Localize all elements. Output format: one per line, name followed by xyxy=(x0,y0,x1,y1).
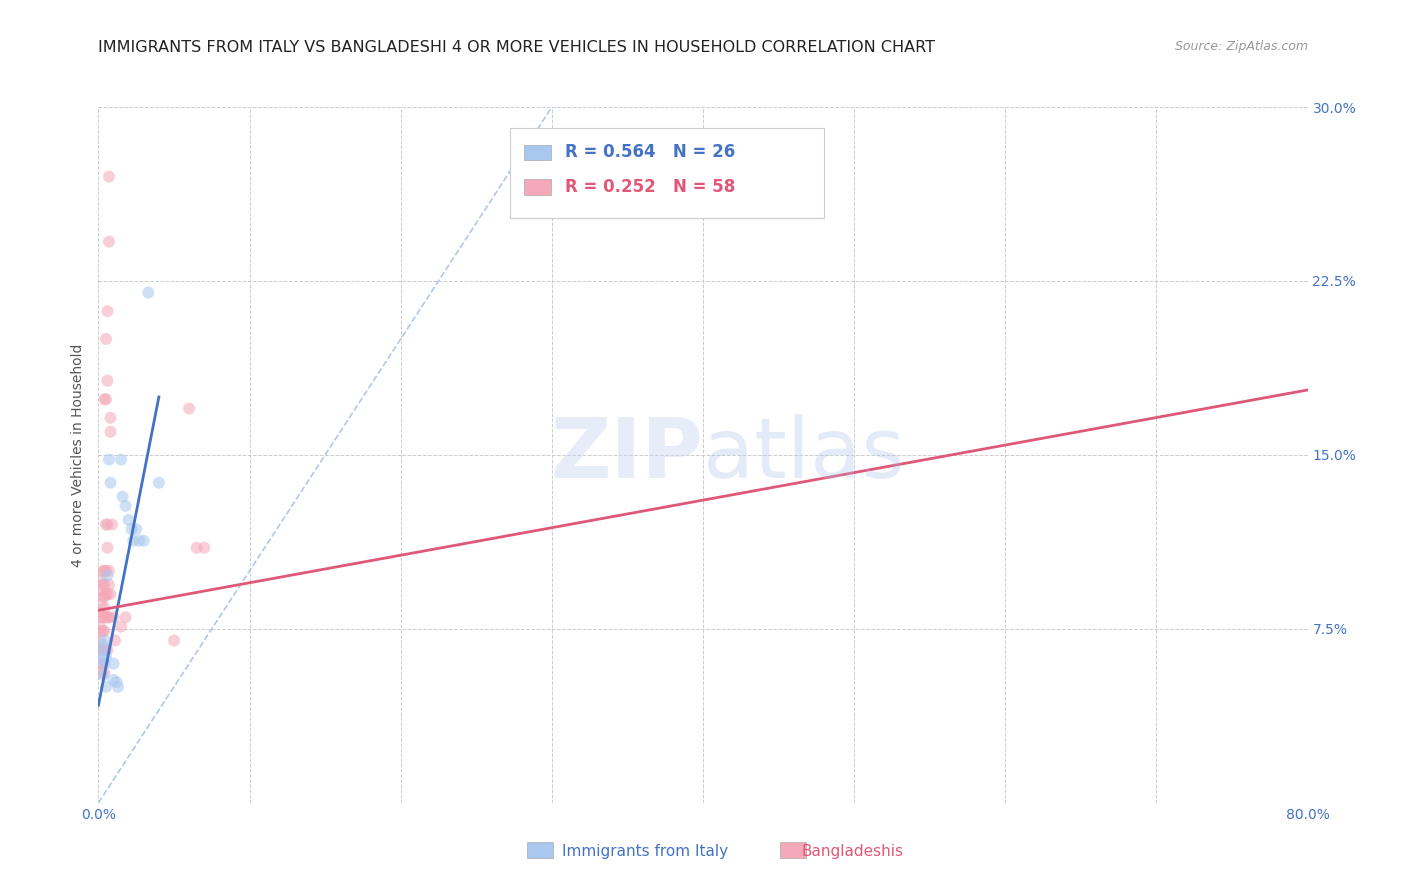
Point xyxy=(110,452,132,467)
Point xyxy=(94,564,117,578)
Point xyxy=(93,624,115,639)
Point xyxy=(110,619,132,633)
Point xyxy=(105,675,128,690)
Text: R = 0.252   N = 58: R = 0.252 N = 58 xyxy=(565,178,735,196)
Point xyxy=(103,610,125,624)
Point xyxy=(91,638,114,652)
Y-axis label: 4 or more Vehicles in Household: 4 or more Vehicles in Household xyxy=(72,343,86,566)
Point xyxy=(100,587,122,601)
Point xyxy=(100,410,122,425)
Point xyxy=(93,657,115,671)
Text: R = 0.564   N = 26: R = 0.564 N = 26 xyxy=(565,144,735,161)
Point xyxy=(94,517,117,532)
Point xyxy=(89,657,111,671)
Point xyxy=(118,513,141,527)
Point xyxy=(114,610,136,624)
Point xyxy=(90,642,112,657)
Point xyxy=(91,624,114,639)
Point xyxy=(93,578,115,592)
Point xyxy=(94,680,117,694)
Point xyxy=(96,304,118,318)
Point xyxy=(114,499,136,513)
Point xyxy=(90,624,112,639)
Point xyxy=(93,665,115,680)
Text: IMMIGRANTS FROM ITALY VS BANGLADESHI 4 OR MORE VEHICLES IN HOUSEHOLD CORRELATION: IMMIGRANTS FROM ITALY VS BANGLADESHI 4 O… xyxy=(98,40,935,55)
Point xyxy=(101,517,124,532)
Point xyxy=(103,657,125,671)
Point xyxy=(94,587,117,601)
Point xyxy=(94,610,117,624)
Point xyxy=(122,533,145,548)
Point xyxy=(96,541,118,555)
FancyBboxPatch shape xyxy=(509,128,824,219)
Point xyxy=(100,475,122,490)
Point xyxy=(91,668,114,682)
Point xyxy=(94,332,117,346)
Point xyxy=(93,633,115,648)
Point xyxy=(90,652,112,666)
Point xyxy=(98,235,121,249)
Point xyxy=(128,533,150,548)
Point xyxy=(93,392,115,407)
Point xyxy=(90,596,112,610)
Point xyxy=(186,541,208,555)
Point xyxy=(91,657,114,671)
Point xyxy=(91,564,114,578)
Point xyxy=(100,425,122,439)
Point xyxy=(163,633,186,648)
Point xyxy=(89,619,111,633)
Point xyxy=(90,665,112,680)
FancyBboxPatch shape xyxy=(780,842,806,858)
FancyBboxPatch shape xyxy=(527,842,553,858)
Point xyxy=(148,475,170,490)
Point xyxy=(93,590,115,604)
Point xyxy=(91,590,114,604)
Text: Source: ZipAtlas.com: Source: ZipAtlas.com xyxy=(1174,40,1308,54)
Point xyxy=(96,587,118,601)
Text: Bangladeshis: Bangladeshis xyxy=(801,845,904,859)
Point xyxy=(93,564,115,578)
Text: atlas: atlas xyxy=(703,415,904,495)
Point xyxy=(98,452,121,467)
Text: ZIP: ZIP xyxy=(551,415,703,495)
Point xyxy=(107,680,129,694)
Point xyxy=(94,649,117,664)
Point xyxy=(98,169,121,184)
Point xyxy=(98,610,121,624)
Point xyxy=(193,541,215,555)
Point xyxy=(136,285,159,300)
Point xyxy=(89,642,111,657)
Point xyxy=(121,522,143,536)
Point xyxy=(91,642,114,657)
Point xyxy=(91,610,114,624)
Point xyxy=(91,578,114,592)
Point xyxy=(89,633,111,648)
Point xyxy=(96,517,118,532)
Point xyxy=(89,606,111,620)
Point xyxy=(96,642,118,657)
Point xyxy=(98,564,121,578)
Point xyxy=(90,573,112,587)
Point xyxy=(89,582,111,597)
FancyBboxPatch shape xyxy=(524,179,551,194)
Point xyxy=(132,533,155,548)
Point xyxy=(103,673,125,687)
Point xyxy=(90,610,112,624)
Point xyxy=(96,610,118,624)
Point xyxy=(93,601,115,615)
Text: Immigrants from Italy: Immigrants from Italy xyxy=(562,845,728,859)
Point xyxy=(104,633,127,648)
Point xyxy=(93,642,115,657)
Point xyxy=(179,401,201,416)
Point xyxy=(96,374,118,388)
FancyBboxPatch shape xyxy=(524,145,551,160)
Point xyxy=(98,578,121,592)
Point xyxy=(125,522,148,536)
Point xyxy=(94,392,117,407)
Point xyxy=(89,645,111,659)
Point xyxy=(96,568,118,582)
Point xyxy=(111,490,134,504)
Point xyxy=(94,642,117,657)
